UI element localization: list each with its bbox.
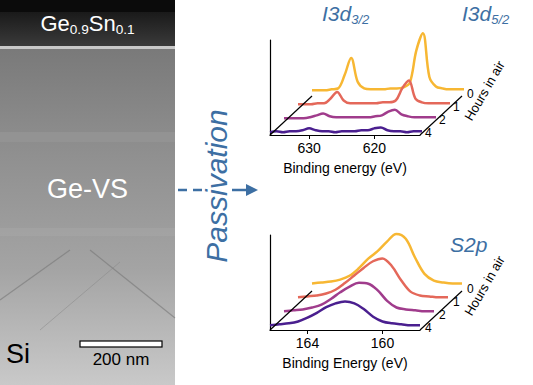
html-text:I3d3/2: I3d3/2 [322, 2, 370, 28]
html-text:Hours in air: Hours in air [461, 253, 508, 319]
html-text:0: 0 [467, 282, 474, 296]
svg-text:Binding energy (eV): Binding energy (eV) [283, 160, 407, 176]
html-text:Passivation: Passivation [200, 109, 233, 263]
svg-text:Binding Energy (eV): Binding Energy (eV) [282, 355, 407, 371]
html-text:1: 1 [453, 100, 460, 114]
html-text:200 nm: 200 nm [92, 350, 150, 369]
html-text:I3d5/2: I3d5/2 [462, 2, 510, 28]
html-text:2: 2 [439, 113, 446, 127]
svg-text:620: 620 [363, 140, 387, 156]
html-text:Ge-VS: Ge-VS [47, 174, 128, 204]
svg-text:630: 630 [297, 140, 321, 156]
svg-text:160: 160 [371, 335, 395, 351]
html-text:1: 1 [453, 295, 460, 309]
html-text:Hours in air: Hours in air [461, 58, 508, 124]
html-text:S2p: S2p [450, 233, 488, 256]
html-text:0: 0 [467, 87, 474, 101]
html-text:2: 2 [439, 308, 446, 322]
html-text:Si: Si [6, 339, 30, 369]
svg-text:164: 164 [296, 335, 320, 351]
html-text:Ge0.9Sn0.1: Ge0.9Sn0.1 [40, 11, 135, 38]
html-text:4: 4 [425, 321, 432, 335]
html-text:4: 4 [425, 126, 432, 140]
